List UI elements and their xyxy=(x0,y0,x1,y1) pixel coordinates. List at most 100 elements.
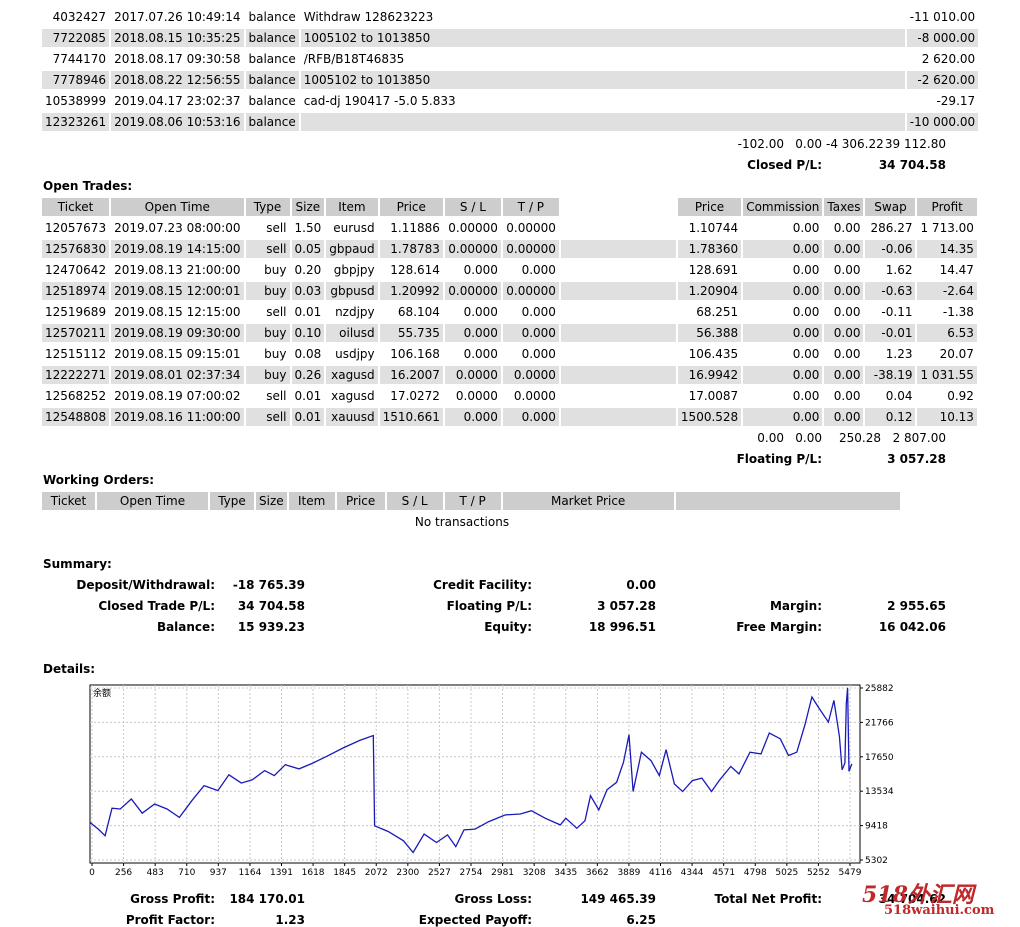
cprice-cell: 17.0087 xyxy=(688,389,739,403)
column-header: S / L xyxy=(444,198,501,216)
ticket-cell: 7778946 xyxy=(42,71,110,89)
column-header: Ticket xyxy=(42,198,110,216)
open-total-swap: 250.28 xyxy=(839,431,881,445)
swap-cell: 286.27 xyxy=(870,221,913,235)
price-cell: 1510.661 xyxy=(379,408,443,426)
comment-cell: 1005102 to 1013850 xyxy=(300,71,905,89)
balance-row: 4032427 2017.07.26 10:49:14 balance Withdra… xyxy=(42,8,978,26)
free-margin-label: Free Margin: xyxy=(736,620,822,634)
column-header: Commission xyxy=(743,198,823,216)
total-net-profit-label: Total Net Profit: xyxy=(714,892,822,906)
gross-profit-value: 184 170.01 xyxy=(229,892,305,906)
profit-cell: -10 000.00 xyxy=(906,113,979,131)
size-cell: 0.05 xyxy=(291,240,325,258)
price-cell: 1.11886 xyxy=(390,221,440,235)
x-tick-label: 4344 xyxy=(681,868,704,878)
equity-value: 18 996.51 xyxy=(588,620,656,634)
ticket-cell: 12519689 xyxy=(45,305,107,319)
balance-row: 10538999 2019.04.17 23:02:37 balance cad-dj… xyxy=(42,92,978,110)
column-header: Price xyxy=(336,492,385,510)
swap-cell: 0.12 xyxy=(865,408,916,426)
tp-cell: 0.00000 xyxy=(502,240,559,258)
time-cell: 2019.08.13 21:00:00 xyxy=(114,263,241,277)
column-header: Type xyxy=(210,492,254,510)
type-cell: balance xyxy=(245,29,299,47)
size-cell: 0.01 xyxy=(294,389,322,403)
size-cell: 0.03 xyxy=(291,282,325,300)
size-cell: 0.20 xyxy=(294,263,322,277)
type-cell: balance xyxy=(248,52,296,66)
balance-chart-svg: 0 256 483 710 937 1164 1391 1618 1845 2072 2300 252… xyxy=(89,684,894,878)
deposit-value: -18 765.39 xyxy=(232,578,305,592)
x-tick-label: 3889 xyxy=(617,868,640,878)
column-header: Size xyxy=(256,492,287,510)
open-total-profit: 2 807.00 xyxy=(892,431,946,445)
trade-row: 12576830 2019.08.19 14:15:00 sell 0.05 gbpau… xyxy=(42,240,977,258)
swap-cell: 0.04 xyxy=(885,389,913,403)
sl-cell: 0.0000 xyxy=(444,366,501,384)
column-header: Size xyxy=(291,198,325,216)
gross-loss-label: Gross Loss: xyxy=(454,892,532,906)
comm-cell: 0.00 xyxy=(743,366,823,384)
y-tick-label: 5302 xyxy=(865,856,888,866)
item-cell: xauusd xyxy=(326,408,378,426)
column-header: Taxes xyxy=(824,198,864,216)
gross-loss-value: 149 465.39 xyxy=(580,892,656,906)
sl-cell: 0.00000 xyxy=(444,282,501,300)
price-cell: 1.20992 xyxy=(379,282,443,300)
swap-cell: -0.11 xyxy=(881,305,913,319)
spacer-cell xyxy=(560,408,676,426)
profit-cell: 14.35 xyxy=(917,240,977,258)
gross-profit-label: Gross Profit: xyxy=(130,892,215,906)
x-tick-label: 5252 xyxy=(807,868,830,878)
x-tick-label: 2527 xyxy=(428,868,451,878)
trade-row: 12570211 2019.08.19 09:30:00 buy 0.10 oilusd… xyxy=(42,324,977,342)
balance-row: 7722085 2018.08.15 10:35:25 balance 1005102… xyxy=(42,29,979,47)
column-header xyxy=(675,492,900,510)
price-cell: 55.735 xyxy=(379,324,443,342)
profit-cell: -1.38 xyxy=(942,305,974,319)
trade-row: 12519689 2019.08.15 12:15:00 sell 0.01 nzdjp… xyxy=(42,303,977,321)
x-tick-label: 2300 xyxy=(396,868,419,878)
y-tick-label: 21766 xyxy=(865,718,894,728)
closed-total-swap: -4 306.22 xyxy=(826,137,884,151)
x-tick-label: 3435 xyxy=(554,868,577,878)
price-cell: 68.104 xyxy=(397,305,440,319)
type-cell: balance xyxy=(248,10,296,24)
comment-cell xyxy=(300,113,905,131)
ticket-cell: 12222271 xyxy=(42,366,110,384)
floating-pl-value: 3 057.28 xyxy=(887,452,946,466)
profit-cell: -29.17 xyxy=(936,94,976,108)
cprice-cell: 1.10744 xyxy=(688,221,739,235)
profit-cell: -2.64 xyxy=(917,282,977,300)
sl-cell: 0.000 xyxy=(463,347,498,361)
column-header: Profit xyxy=(917,198,977,216)
ticket-cell: 7744170 xyxy=(52,52,107,66)
trade-row: 12470642 2019.08.13 21:00:00 buy 0.20 gbpjpy… xyxy=(42,261,977,279)
size-cell: 1.50 xyxy=(294,221,322,235)
comment-cell: cad-dj 190417 -5.0 5.833 xyxy=(303,94,456,108)
trade-row: 12548808 2019.08.16 11:00:00 sell 0.01 xauus… xyxy=(42,408,977,426)
time-cell: 2019.08.06 10:53:16 xyxy=(111,113,244,131)
x-tick-label: 483 xyxy=(147,868,164,878)
closed-trade-pl-value: 34 704.58 xyxy=(237,599,305,613)
chart-plot-area xyxy=(89,684,861,864)
size-cell: 0.26 xyxy=(291,366,325,384)
closed-total-taxes: 0.00 xyxy=(795,137,822,151)
comm-cell: 0.00 xyxy=(743,408,823,426)
trade-row: 12515112 2019.08.15 09:15:01 buy 0.08 usdjpy… xyxy=(42,345,977,363)
x-tick-label: 256 xyxy=(115,868,132,878)
open-total-taxes: 0.00 xyxy=(795,431,822,445)
column-header: Price xyxy=(677,198,742,216)
column-header: Type xyxy=(245,198,290,216)
x-tick-label: 2754 xyxy=(460,868,483,878)
time-cell: 2018.08.17 09:30:58 xyxy=(114,52,241,66)
type-cell: balance xyxy=(245,71,299,89)
x-tick-label: 5025 xyxy=(775,868,798,878)
type-cell: sell xyxy=(245,408,290,426)
x-tick-label: 2981 xyxy=(491,868,514,878)
time-cell: 2019.04.17 23:02:37 xyxy=(114,94,241,108)
type-cell: sell xyxy=(266,389,287,403)
